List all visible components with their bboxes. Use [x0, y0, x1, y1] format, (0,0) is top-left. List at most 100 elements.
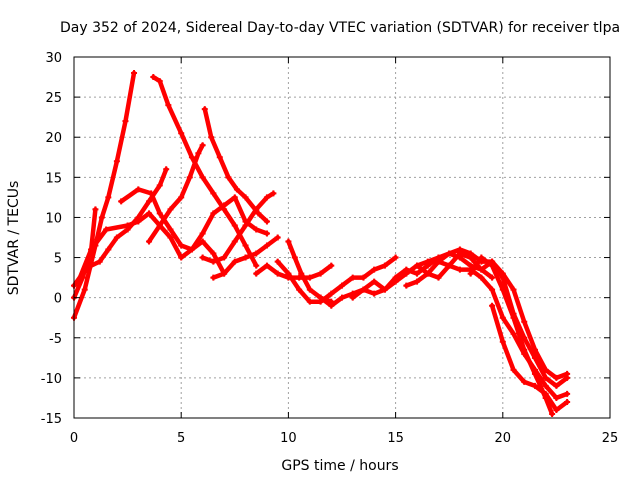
data-point [371, 290, 378, 297]
y-tick-label: 5 [54, 252, 62, 267]
data-point [103, 226, 110, 233]
series-line [318, 255, 441, 308]
data-point [510, 286, 517, 293]
data-point [221, 254, 228, 261]
y-tick-label: -5 [49, 332, 62, 347]
data-point [150, 74, 157, 81]
data-point [210, 258, 217, 265]
data-point [92, 206, 99, 213]
data-point [274, 270, 281, 277]
data-point [221, 202, 228, 209]
series-arc-18 [435, 258, 571, 401]
data-point [135, 186, 142, 193]
data-point [199, 230, 206, 237]
plot-frame [73, 56, 611, 419]
data-point [564, 390, 571, 397]
data-point [199, 174, 206, 181]
data-point [339, 294, 345, 301]
data-point [216, 154, 223, 161]
series-arc-20 [467, 254, 556, 417]
data-point [253, 226, 260, 233]
data-point [285, 270, 292, 277]
data-point [124, 222, 131, 229]
data-point [131, 70, 138, 77]
data-point [339, 282, 345, 289]
data-point [499, 338, 506, 345]
data-point [510, 366, 517, 373]
data-point [146, 238, 153, 245]
data-point [510, 330, 517, 337]
data-point [478, 274, 485, 281]
data-point [113, 158, 120, 165]
x-axis-title: GPS time / hours [281, 458, 398, 474]
data-point [242, 242, 249, 249]
data-point [210, 190, 217, 197]
data-point [199, 238, 206, 245]
data-point [478, 254, 485, 261]
data-point [156, 222, 163, 229]
data-point [148, 190, 155, 197]
data-point [467, 254, 474, 261]
data-point [371, 278, 378, 285]
data-point [414, 262, 421, 269]
data-point [274, 234, 281, 241]
data-point [564, 398, 571, 405]
y-tick-label: 10 [45, 211, 62, 226]
data-point [263, 218, 270, 225]
series-line [489, 303, 570, 413]
data-point [349, 294, 356, 301]
x-tick-label: 20 [495, 431, 512, 446]
series-arc-9 [199, 190, 277, 265]
data-point [178, 194, 185, 201]
data-point [553, 394, 560, 401]
data-point [467, 270, 474, 277]
y-tick-label: 15 [45, 171, 62, 186]
data-point [88, 246, 95, 253]
data-point [478, 266, 485, 273]
series-layer [71, 70, 571, 417]
data-point [306, 298, 313, 305]
data-point [195, 150, 202, 157]
y-axis-title: SDTVAR / TECUs [6, 181, 22, 296]
data-point [253, 250, 260, 257]
data-point [96, 258, 103, 265]
data-point [381, 286, 388, 293]
series-arc-14 [317, 254, 442, 309]
data-point [403, 282, 410, 289]
data-point [231, 238, 238, 245]
data-point [414, 278, 421, 285]
data-point [306, 274, 313, 281]
data-point [199, 142, 206, 149]
series-arc-6 [75, 210, 228, 285]
data-point [156, 78, 163, 85]
data-point [542, 394, 549, 401]
data-point [298, 270, 305, 277]
data-point [328, 290, 335, 297]
data-point [156, 182, 163, 189]
data-point [188, 246, 195, 253]
data-point [403, 266, 410, 273]
data-point [167, 206, 174, 213]
data-point [424, 262, 431, 269]
data-point [221, 270, 228, 277]
data-point [521, 378, 528, 385]
series-arc-13 [274, 254, 399, 305]
data-point [317, 294, 324, 301]
series-line [404, 247, 570, 381]
y-tick-label: 30 [45, 51, 62, 66]
series-arc-10 [210, 234, 281, 281]
data-point [231, 258, 238, 265]
x-tick-label: 5 [177, 431, 185, 446]
data-point [255, 210, 262, 217]
tick-layer: 0 5 10 15 20 25 -15 -10 -5 0 5 10 15 20 25 30 [41, 51, 619, 446]
data-point [270, 190, 277, 197]
data-point [456, 250, 463, 257]
y-tick-label: 20 [45, 131, 62, 146]
data-point [414, 270, 421, 277]
data-point [489, 274, 496, 281]
data-point [285, 238, 292, 245]
data-point [499, 314, 506, 321]
data-point [489, 302, 496, 309]
